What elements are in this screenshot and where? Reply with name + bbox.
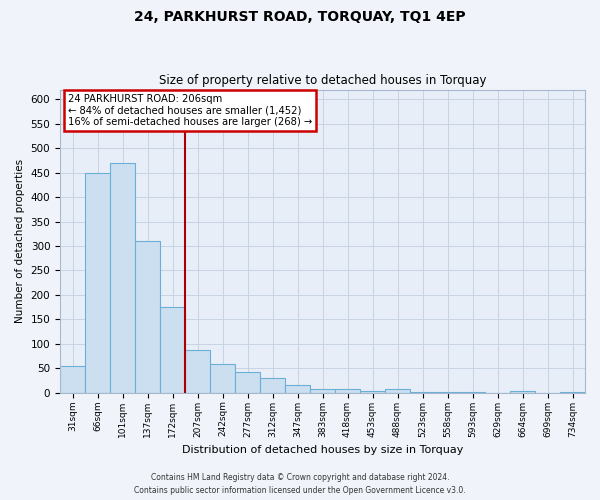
Bar	[160, 307, 185, 392]
Bar	[135, 241, 160, 392]
Title: Size of property relative to detached houses in Torquay: Size of property relative to detached ho…	[159, 74, 486, 87]
Bar	[510, 391, 535, 392]
Bar	[85, 172, 110, 392]
Bar	[310, 389, 335, 392]
Bar	[185, 350, 210, 393]
Bar	[285, 386, 310, 392]
Y-axis label: Number of detached properties: Number of detached properties	[15, 159, 25, 323]
Text: 24, PARKHURST ROAD, TORQUAY, TQ1 4EP: 24, PARKHURST ROAD, TORQUAY, TQ1 4EP	[134, 10, 466, 24]
Bar	[260, 378, 285, 392]
Bar	[235, 372, 260, 392]
Bar	[360, 390, 385, 392]
Text: Contains HM Land Registry data © Crown copyright and database right 2024.
Contai: Contains HM Land Registry data © Crown c…	[134, 474, 466, 495]
Bar	[385, 389, 410, 392]
Bar	[60, 366, 85, 392]
Bar	[335, 389, 360, 392]
X-axis label: Distribution of detached houses by size in Torquay: Distribution of detached houses by size …	[182, 445, 463, 455]
Bar	[110, 163, 135, 392]
Bar	[210, 364, 235, 392]
Text: 24 PARKHURST ROAD: 206sqm
← 84% of detached houses are smaller (1,452)
16% of se: 24 PARKHURST ROAD: 206sqm ← 84% of detac…	[68, 94, 312, 128]
